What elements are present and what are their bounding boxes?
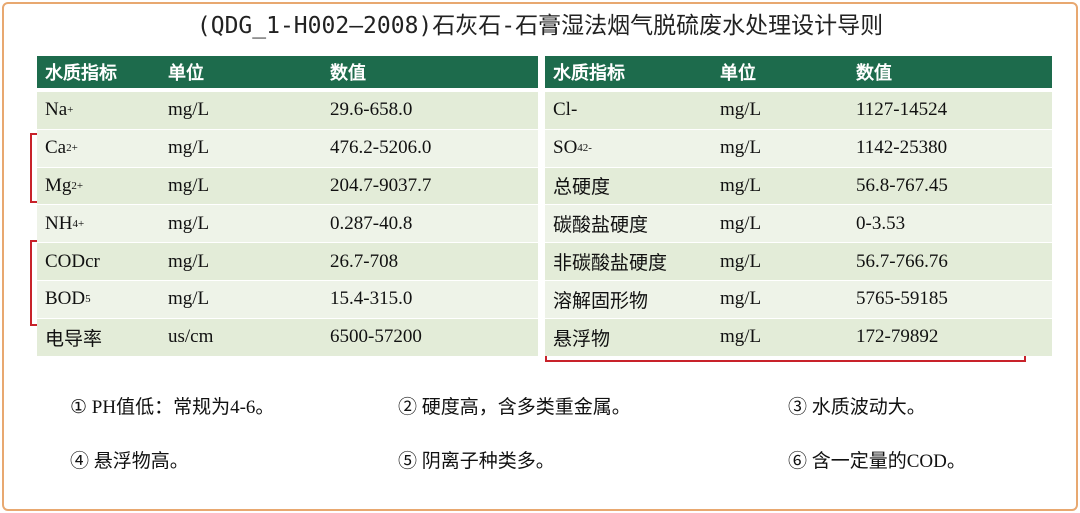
superscript: + bbox=[67, 104, 74, 117]
table-cell: 204.7-9037.7 bbox=[322, 166, 538, 205]
table-cell: mg/L bbox=[712, 317, 848, 356]
note: ① PH值低：常规为4-6。 bbox=[70, 397, 275, 418]
table-cell: Cl- bbox=[545, 91, 712, 129]
table-cell: 1142-25380 bbox=[848, 128, 1052, 167]
table-cell: mg/L bbox=[712, 128, 848, 167]
table-cell: 非碳酸盐硬度 bbox=[545, 242, 712, 280]
table-cell: mg/L bbox=[160, 166, 322, 205]
table-cell: NH 4+ bbox=[37, 204, 160, 243]
column-header: 单位 bbox=[160, 56, 322, 88]
table-cell: 0-3.53 bbox=[848, 204, 1052, 243]
column-header: 数值 bbox=[322, 56, 538, 88]
table-cell: 56.7-766.76 bbox=[848, 242, 1052, 280]
table-cell: mg/L bbox=[712, 166, 848, 205]
table-cell: mg/L bbox=[712, 242, 848, 280]
table-cell: 26.7-708 bbox=[322, 242, 538, 280]
table-cell: Ca 2+ bbox=[37, 128, 160, 167]
cell-text: Na bbox=[45, 99, 68, 121]
table-cell: 15.4-315.0 bbox=[322, 280, 538, 318]
table-cell: BOD 5 bbox=[37, 280, 160, 318]
column-header: 水质指标 bbox=[37, 56, 160, 88]
cell-text: NH bbox=[45, 212, 73, 234]
table-cell: us/cm bbox=[160, 317, 322, 356]
note: ⑥ 含一定量的COD。 bbox=[788, 451, 966, 472]
table-cell: 0.287-40.8 bbox=[322, 204, 538, 243]
table-cell: CODcr bbox=[37, 242, 160, 280]
note: ③ 水质波动大。 bbox=[788, 397, 926, 418]
table-cell: SO 4 2- bbox=[545, 128, 712, 167]
table-cell: mg/L bbox=[160, 204, 322, 243]
cell-text: BOD bbox=[45, 288, 86, 310]
superscript: 2- bbox=[582, 142, 592, 155]
table-cell: 6500-57200 bbox=[322, 317, 538, 356]
table-cell: Na + bbox=[37, 91, 160, 129]
table-cell: 1127-14524 bbox=[848, 91, 1052, 129]
cell-text: SO bbox=[553, 137, 578, 159]
table-cell: mg/L bbox=[712, 91, 848, 129]
column-header: 水质指标 bbox=[545, 56, 712, 88]
table-cell: 476.2-5206.0 bbox=[322, 128, 538, 167]
table-cell: 56.8-767.45 bbox=[848, 166, 1052, 205]
note: ② 硬度高，含多类重金属。 bbox=[398, 397, 631, 418]
table-cell: 悬浮物 bbox=[545, 317, 712, 356]
cell-text: Ca bbox=[45, 137, 67, 159]
title: (QDG_1-H002—2008)石灰石-石膏湿法烟气脱硫废水处理设计导则 bbox=[196, 13, 884, 39]
table-cell: 溶解固形物 bbox=[545, 280, 712, 318]
superscript: 4+ bbox=[72, 217, 85, 230]
note: ④ 悬浮物高。 bbox=[70, 451, 189, 472]
subscript: 4 bbox=[577, 142, 583, 155]
table-cell: 电导率 bbox=[37, 317, 160, 356]
table-cell: mg/L bbox=[712, 280, 848, 318]
cell-text: Mg bbox=[45, 174, 72, 196]
superscript: 2+ bbox=[66, 142, 78, 155]
column-header: 单位 bbox=[712, 56, 848, 88]
subscript: 5 bbox=[85, 293, 91, 306]
table-cell: mg/L bbox=[160, 242, 322, 280]
table-cell: 172-79892 bbox=[848, 317, 1052, 356]
table-cell: 碳酸盐硬度 bbox=[545, 204, 712, 243]
table-cell: mg/L bbox=[160, 280, 322, 318]
column-header: 数值 bbox=[848, 56, 1052, 88]
table-cell: 总硬度 bbox=[545, 166, 712, 205]
table-cell: mg/L bbox=[160, 128, 322, 167]
table-cell: Mg 2+ bbox=[37, 166, 160, 205]
table-cell: mg/L bbox=[712, 204, 848, 243]
table-cell: mg/L bbox=[160, 91, 322, 129]
table-cell: 5765-59185 bbox=[848, 280, 1052, 318]
note: ⑤ 阴离子种类多。 bbox=[398, 451, 555, 472]
superscript: 2+ bbox=[71, 179, 84, 192]
table-cell: 29.6-658.0 bbox=[322, 91, 538, 129]
